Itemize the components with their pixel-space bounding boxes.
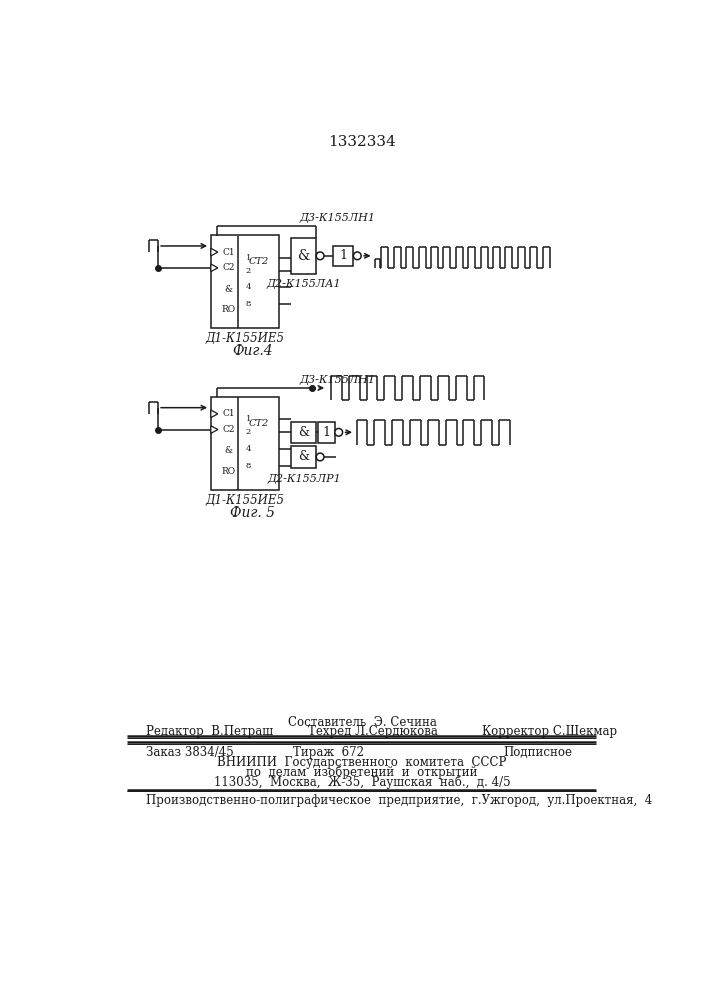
Text: C1: C1	[222, 248, 235, 257]
Circle shape	[354, 252, 361, 260]
Bar	[211, 235, 279, 328]
Text: &: &	[298, 450, 310, 463]
Text: по  делам  изобретений  и  открытий: по делам изобретений и открытий	[246, 765, 478, 779]
Text: Техред Л.Сердюкова: Техред Л.Сердюкова	[308, 725, 438, 738]
Text: Д3-К155ЛН1: Д3-К155ЛН1	[299, 213, 375, 223]
Circle shape	[316, 453, 324, 461]
Text: 1: 1	[322, 426, 330, 439]
Circle shape	[316, 252, 324, 260]
Text: 1: 1	[245, 415, 251, 423]
Text: 1: 1	[339, 249, 347, 262]
Text: &: &	[298, 249, 310, 263]
Text: 113035,  Москва,  Ж-35,  Раушская  наб.,  д. 4/5: 113035, Москва, Ж-35, Раушская наб., д. …	[214, 775, 510, 789]
Text: 2: 2	[246, 428, 251, 436]
Text: C2: C2	[222, 263, 235, 272]
Text: Д2-К155ЛА1: Д2-К155ЛА1	[267, 279, 341, 289]
Text: &: &	[225, 285, 233, 294]
Text: C2: C2	[222, 425, 235, 434]
Text: Заказ 3834/45: Заказ 3834/45	[146, 746, 234, 759]
Text: Составитель  Э. Сечина: Составитель Э. Сечина	[288, 716, 436, 729]
Bar	[291, 238, 316, 274]
Bar	[333, 246, 354, 266]
Text: 2: 2	[246, 267, 251, 275]
Text: Д1-К155ИЕ5: Д1-К155ИЕ5	[206, 332, 284, 345]
Text: 8: 8	[245, 462, 251, 470]
Text: Производственно-полиграфическое  предприятие,  г.Ужгород,  ул.Проектная,  4: Производственно-полиграфическое предприя…	[146, 794, 653, 807]
Bar	[211, 397, 279, 490]
Text: CT2: CT2	[248, 419, 269, 428]
Text: 1332334: 1332334	[328, 135, 396, 149]
Text: Фиг. 5: Фиг. 5	[230, 506, 275, 520]
Polygon shape	[211, 426, 218, 433]
Text: RO: RO	[221, 305, 235, 314]
Text: 4: 4	[245, 445, 251, 453]
Circle shape	[335, 428, 343, 436]
Text: &: &	[225, 446, 233, 455]
Text: ВНИИПИ  Государственного  комитета  СССР: ВНИИПИ Государственного комитета СССР	[217, 756, 507, 769]
Text: Д2-К155ЛР1: Д2-К155ЛР1	[267, 474, 341, 484]
Text: Подписное: Подписное	[503, 746, 572, 759]
Text: Д1-К155ИЕ5: Д1-К155ИЕ5	[206, 494, 284, 507]
Text: Д3-К155ЛН1: Д3-К155ЛН1	[299, 375, 375, 385]
Text: 1: 1	[245, 254, 251, 262]
Text: Тираж  672: Тираж 672	[293, 746, 364, 759]
Bar	[291, 446, 316, 468]
Bar	[291, 422, 316, 443]
Text: 8: 8	[245, 300, 251, 308]
Text: CT2: CT2	[248, 257, 269, 266]
Text: Редактор  В.Петраш: Редактор В.Петраш	[146, 725, 274, 738]
Text: RO: RO	[221, 467, 235, 476]
Bar	[317, 422, 335, 443]
Polygon shape	[211, 264, 218, 272]
Text: Фиг.4: Фиг.4	[233, 344, 273, 358]
Text: Корректор С.Шекмар: Корректор С.Шекмар	[482, 725, 617, 738]
Polygon shape	[211, 410, 218, 418]
Text: 4: 4	[245, 283, 251, 291]
Text: C1: C1	[222, 409, 235, 418]
Polygon shape	[211, 248, 218, 256]
Text: &: &	[298, 426, 310, 439]
